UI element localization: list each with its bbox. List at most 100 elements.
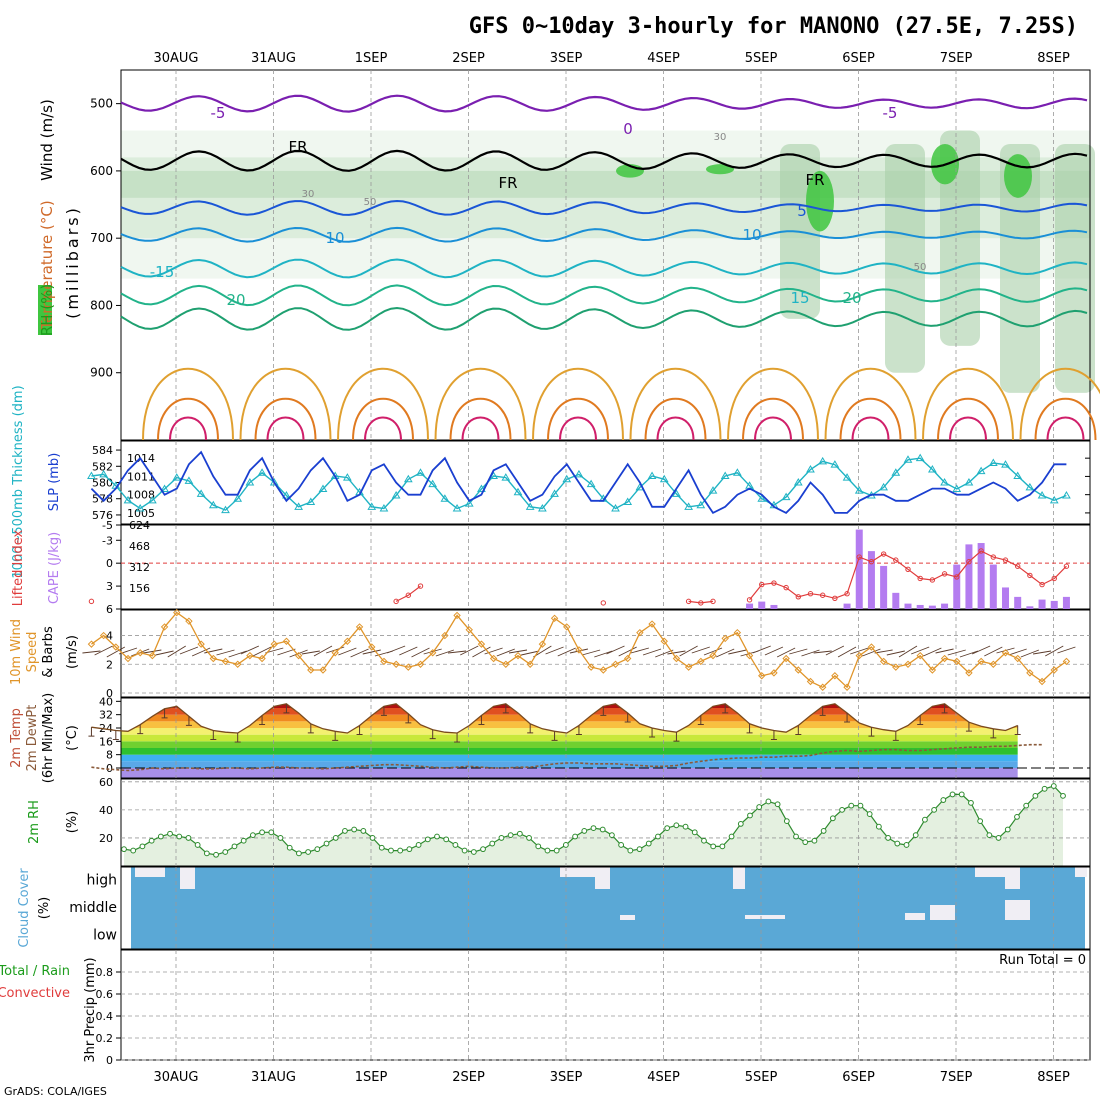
- temp-color-band: [121, 768, 1018, 778]
- rh-point: [627, 847, 634, 854]
- wind-barb: [630, 647, 649, 654]
- wind-speed-point: [294, 651, 303, 660]
- wind-barb: [460, 645, 479, 656]
- temp-color-band: [121, 728, 1018, 735]
- rh-point: [737, 821, 744, 827]
- wind-speed-point: [343, 637, 352, 645]
- surface-temp-contour: [434, 367, 527, 441]
- lifted-point: [880, 551, 887, 557]
- temp-ytick-label: 0: [106, 762, 113, 775]
- thickness-point: [440, 494, 450, 502]
- wind-speed-point: [441, 631, 449, 640]
- lifted-point: [1014, 563, 1021, 569]
- cape-frame: [120, 524, 1091, 610]
- cloud-clear-patch: [905, 913, 925, 920]
- cloud-level-label: high: [86, 873, 117, 889]
- cape-bar: [746, 603, 754, 609]
- thickness-point: [477, 484, 486, 492]
- cloud-clear-patch: [135, 867, 165, 877]
- rh-point: [793, 833, 799, 840]
- wind-speed-point: [782, 654, 790, 663]
- surface-temp-contour: [364, 416, 402, 441]
- rh-point: [655, 833, 661, 840]
- rh-point: [599, 826, 606, 833]
- rh-point: [719, 843, 726, 850]
- surface-temp-contour: [169, 416, 207, 441]
- temp-minmax-whisker: [380, 706, 387, 716]
- wind-speed-point: [282, 637, 291, 645]
- temp-minmax-whisker: [1014, 725, 1021, 735]
- thickness-point: [1062, 490, 1071, 499]
- contour-label: 10: [325, 229, 344, 247]
- wind-barb: [813, 650, 832, 654]
- cloud-clear-patch: [975, 867, 1020, 877]
- lifted-point: [905, 566, 911, 572]
- thickness-point: [1037, 490, 1047, 499]
- rh-point: [176, 833, 183, 840]
- wind-barb: [606, 645, 625, 655]
- rh-point: [424, 836, 431, 843]
- upper-ytick-label: 500: [90, 97, 113, 111]
- thickness-point: [781, 492, 791, 501]
- rh-point: [682, 823, 689, 830]
- date-label-top: 5SEP: [745, 51, 778, 66]
- temp-minmax-whisker: [307, 723, 314, 734]
- cape-bar: [1002, 587, 1009, 609]
- precip-frame: [120, 949, 1091, 1061]
- thickness-point: [538, 503, 547, 512]
- wind-speed-line: [91, 611, 1067, 689]
- date-axis: 30AUG 30AUG 31AUG 31AUG 1SEP 1SEP 2SEP 2SEP 3SEP…: [153, 51, 1069, 1085]
- wind-barb: [703, 647, 723, 656]
- thickness-point: [623, 497, 633, 505]
- lifted-ytick-label: -5: [102, 519, 113, 532]
- thickness-point: [708, 486, 718, 494]
- wind-barb: [277, 648, 296, 656]
- wind-barb: [1008, 648, 1027, 656]
- thickness-series-line: [91, 457, 1067, 511]
- wind-speed-point: [173, 608, 181, 617]
- temp-minmax-whisker: [234, 733, 241, 743]
- wind-speed-point: [465, 626, 473, 634]
- upper-rh-label: RH (%): [38, 284, 56, 336]
- wind-barb: [642, 648, 662, 656]
- wind-speed-point: [538, 640, 547, 648]
- lifted-ytick-label: -3: [102, 534, 113, 547]
- wind-speed-point: [368, 643, 376, 651]
- thickness-ytick-label: 584: [92, 444, 113, 457]
- wind-speed-point: [623, 654, 632, 663]
- wind-barb: [911, 646, 930, 655]
- lifted-point: [746, 597, 753, 603]
- wind-barb: [1032, 650, 1052, 655]
- thickness-point: [733, 468, 742, 476]
- wind-speed-point: [1001, 649, 1010, 657]
- wind-speed-point: [587, 663, 595, 671]
- wind-barb: [801, 649, 820, 657]
- rh-area-fill: [124, 786, 1063, 866]
- rh-point: [498, 835, 505, 841]
- temp-ytick-label: 8: [106, 749, 113, 762]
- wind-barb: [484, 647, 503, 655]
- date-label-top: 3SEP: [550, 51, 583, 66]
- rh-point: [553, 847, 560, 854]
- thickness-point: [1013, 471, 1023, 480]
- wind-speed-point: [575, 646, 583, 654]
- temp-frame: [120, 697, 1091, 779]
- rh-point: [332, 835, 339, 841]
- wind-speed-point: [977, 657, 985, 666]
- temp-color-band: [121, 721, 1018, 728]
- surface-temp-contour: [559, 416, 597, 441]
- cape-ytick-label: 156: [129, 582, 150, 595]
- date-label-bottom: 7SEP: [940, 1070, 973, 1085]
- rh-point: [470, 849, 477, 855]
- surface-temp-contour: [547, 397, 609, 441]
- temp-minmax-whisker: [624, 713, 631, 723]
- temp-minmax-whisker: [502, 703, 509, 714]
- surface-temp-contour: [352, 397, 414, 441]
- surface-temp-contour: [839, 397, 902, 441]
- surface-temp-contour: [656, 416, 695, 441]
- rh-point: [277, 835, 284, 841]
- thickness-ytick-label: 576: [92, 509, 113, 522]
- rh-point: [995, 835, 1002, 841]
- temp-color-band: [121, 754, 1018, 762]
